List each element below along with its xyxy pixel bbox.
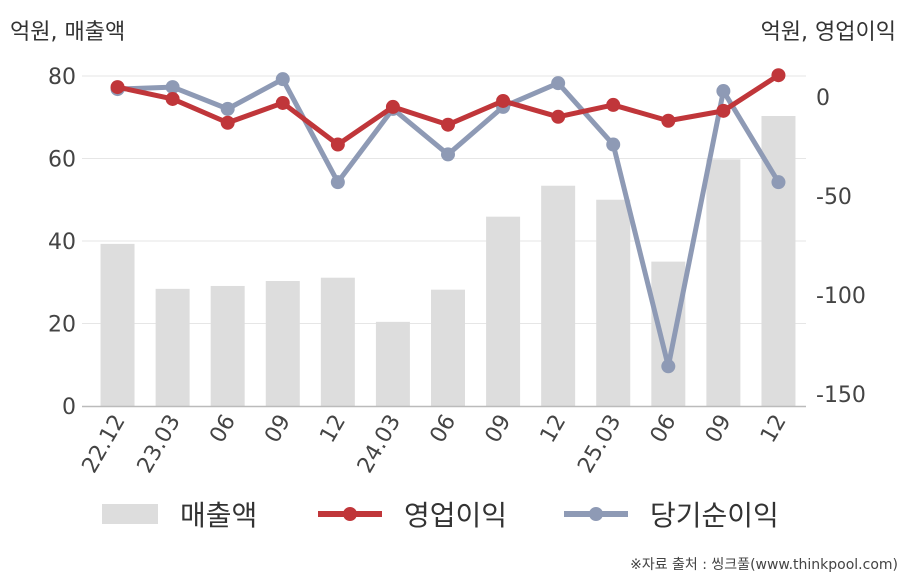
x-tick-label: 23.03 — [133, 411, 186, 478]
legend-item-revenue: 매출액 — [102, 492, 257, 536]
x-tick-label: 06 — [646, 411, 682, 448]
bar-revenue — [541, 185, 576, 406]
left-axis-unit: 억원, 매출액 — [10, 20, 126, 45]
point-operating-profit — [441, 117, 455, 132]
x-tick-label: 25.03 — [573, 411, 626, 478]
point-operating-profit — [275, 95, 290, 110]
point-net-profit — [606, 137, 621, 152]
x-tick-label: 06 — [205, 411, 241, 448]
bar-revenue — [100, 243, 135, 406]
x-tick-label: 12 — [536, 411, 572, 448]
source-note: ※자료 출처 : 씽크풀(www.thinkpool.com) — [630, 557, 898, 573]
right-axis-unit: 억원, 영업이익 — [760, 20, 896, 45]
point-operating-profit — [220, 115, 235, 130]
bar-revenue — [431, 289, 465, 406]
x-tick-label: 24.03 — [353, 411, 406, 478]
legend-swatch-line-red — [318, 507, 382, 521]
x-tick-label: 22.12 — [78, 411, 131, 478]
chart-legend: 매출액 영업이익 당기순이익 — [0, 492, 908, 536]
x-tick-label: 09 — [701, 411, 737, 448]
bar-revenue — [210, 285, 245, 406]
legend-label-revenue: 매출액 — [180, 499, 258, 532]
y-right-tick-label: 0 — [816, 86, 830, 111]
x-tick-label: 12 — [315, 411, 351, 448]
point-operating-profit — [771, 68, 786, 83]
bar-revenue — [320, 277, 355, 406]
x-tick-label: 09 — [481, 410, 517, 447]
point-net-profit — [330, 175, 345, 190]
point-operating-profit — [661, 113, 676, 128]
point-net-profit — [165, 80, 180, 95]
legend-label-net-profit: 당기순이익 — [650, 499, 779, 532]
point-operating-profit — [606, 97, 621, 112]
y-left-tick-label: 0 — [62, 395, 76, 420]
point-operating-profit — [496, 93, 511, 108]
x-tick-label: 06 — [426, 411, 462, 448]
y-right-tick-label: -150 — [816, 383, 866, 408]
line-operating-profit — [117, 73, 780, 148]
point-operating-profit — [385, 99, 400, 114]
bar-revenue — [375, 321, 410, 406]
bar-revenue — [706, 159, 741, 406]
bar-revenue — [486, 216, 521, 406]
point-net-profit — [275, 72, 290, 87]
point-operating-profit — [716, 103, 731, 118]
legend-swatch-line-gray — [564, 507, 628, 521]
point-operating-profit — [330, 137, 345, 152]
point-operating-profit — [110, 80, 125, 95]
legend-item-net-profit: 당기순이익 — [564, 492, 779, 536]
legend-swatch-bar — [102, 504, 158, 524]
point-net-profit — [551, 76, 566, 91]
point-net-profit — [771, 175, 786, 190]
bar-revenue — [265, 281, 300, 406]
bar-revenue — [596, 199, 631, 406]
point-operating-profit — [165, 91, 180, 106]
y-left-tick-label: 40 — [48, 230, 76, 255]
legend-item-operating-profit: 영업이익 — [318, 492, 507, 536]
bar-revenue — [155, 288, 190, 406]
point-net-profit — [441, 147, 455, 162]
y-right-tick-label: -100 — [816, 284, 866, 309]
y-left-tick-label: 20 — [48, 313, 76, 338]
x-tick-label: 09 — [260, 411, 296, 448]
point-net-profit — [716, 84, 731, 99]
bar-revenue — [651, 261, 686, 406]
point-net-profit — [661, 359, 676, 374]
y-right-tick-label: -50 — [816, 185, 852, 210]
y-left-tick-label: 80 — [48, 65, 76, 90]
x-tick-label: 12 — [756, 411, 792, 448]
point-net-profit — [220, 101, 235, 116]
y-left-tick-label: 60 — [48, 148, 76, 173]
legend-label-operating-profit: 영업이익 — [404, 499, 508, 532]
point-operating-profit — [551, 109, 566, 124]
